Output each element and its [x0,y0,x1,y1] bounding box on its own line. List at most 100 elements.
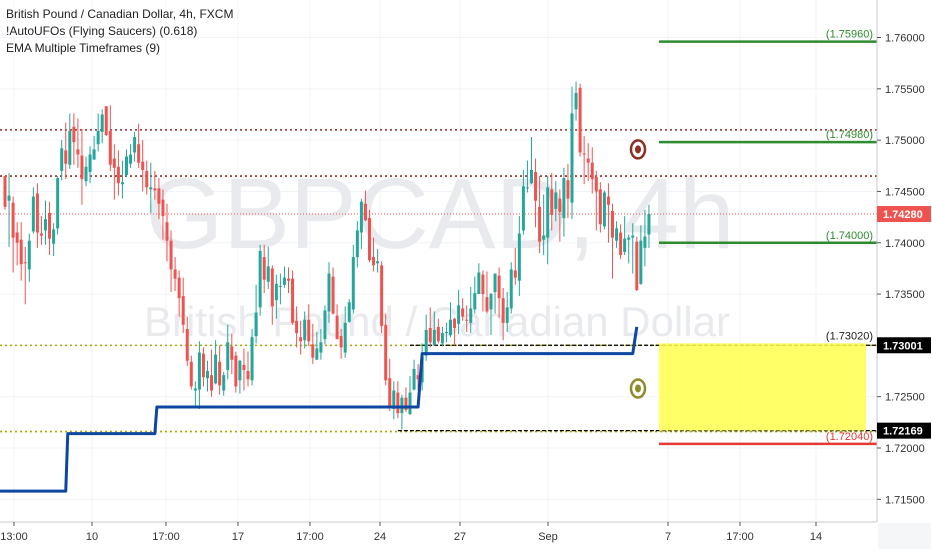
candle-60[interactable] [246,351,250,387]
candle-88[interactable] [359,198,363,249]
candle-90[interactable] [368,209,371,263]
candle-11[interactable] [48,201,52,256]
candle-0[interactable] [3,176,7,210]
candle-114[interactable] [465,305,469,333]
candle-145[interactable] [590,147,594,194]
candle-136[interactable] [554,181,558,222]
candle-3[interactable] [15,222,19,266]
candle-14[interactable] [60,140,64,181]
candle-116[interactable] [473,276,477,314]
candle-100[interactable] [408,376,412,416]
candle-45[interactable] [185,316,189,366]
candle-50[interactable] [206,360,209,392]
candle-78[interactable] [319,328,323,360]
candle-49[interactable] [201,347,205,387]
candle-63[interactable] [258,244,262,316]
candle-105[interactable] [428,307,432,348]
candle-132[interactable] [538,176,542,254]
candle-72[interactable] [295,306,299,348]
candle-111[interactable] [453,317,457,346]
candle-32[interactable] [133,131,137,162]
candle-102[interactable] [416,363,420,390]
candle-23[interactable] [96,113,100,152]
candle-31[interactable] [129,144,133,168]
candle-154[interactable] [627,234,631,264]
candle-67[interactable] [274,274,278,319]
candle-131[interactable] [534,158,538,228]
candle-59[interactable] [242,348,246,391]
candle-75[interactable] [307,304,311,347]
candle-25[interactable] [104,106,108,137]
candle-135[interactable] [550,172,554,231]
candle-82[interactable] [335,304,339,340]
candle-115[interactable] [469,286,473,334]
candle-121[interactable] [493,273,497,314]
candle-29[interactable] [120,160,124,199]
candle-130[interactable] [530,137,533,185]
candle-125[interactable] [509,262,513,314]
candle-4[interactable] [19,222,23,281]
candle-51[interactable] [210,349,214,397]
candle-43[interactable] [177,270,181,317]
candle-94[interactable] [384,313,388,386]
candle-152[interactable] [619,224,623,260]
candle-147[interactable] [598,182,602,233]
candle-137[interactable] [558,189,562,242]
candle-140[interactable] [570,86,574,220]
candle-108[interactable] [440,326,444,347]
candle-83[interactable] [339,328,343,359]
candle-144[interactable] [586,143,590,182]
candle-54[interactable] [222,372,226,396]
candle-12[interactable] [52,223,56,257]
candle-117[interactable] [477,263,481,295]
candle-42[interactable] [173,257,177,291]
candle-33[interactable] [137,123,141,168]
candle-153[interactable] [623,216,627,256]
candle-27[interactable] [112,144,116,200]
candle-156[interactable] [635,236,639,291]
candle-150[interactable] [611,203,614,279]
candle-22[interactable] [92,136,96,160]
candle-57[interactable] [234,351,238,393]
candle-55[interactable] [226,324,230,380]
candle-34[interactable] [141,140,145,192]
candle-36[interactable] [149,162,153,213]
candle-158[interactable] [643,209,647,267]
candle-133[interactable] [542,194,546,256]
candle-46[interactable] [189,355,193,390]
candle-17[interactable] [72,113,76,165]
candle-107[interactable] [436,318,440,344]
candle-87[interactable] [355,221,359,268]
candle-65[interactable] [266,246,270,289]
candle-24[interactable] [100,109,104,144]
candle-92[interactable] [376,248,380,273]
candle-159[interactable] [647,204,651,248]
candle-66[interactable] [270,265,274,325]
candle-127[interactable] [517,216,521,297]
candle-47[interactable] [193,381,197,407]
candle-13[interactable] [56,176,60,235]
candle-96[interactable] [392,381,396,420]
candle-112[interactable] [457,289,461,335]
candle-38[interactable] [157,178,161,220]
candle-39[interactable] [161,189,165,240]
candle-126[interactable] [513,247,517,285]
candle-142[interactable] [578,83,582,157]
candle-119[interactable] [485,271,489,314]
candle-8[interactable] [35,183,39,248]
candle-37[interactable] [153,170,157,200]
candle-5[interactable] [23,246,27,305]
candle-20[interactable] [84,156,88,187]
candle-89[interactable] [363,190,367,222]
candle-18[interactable] [76,118,80,168]
candle-61[interactable] [250,328,254,386]
candle-9[interactable] [39,216,43,245]
candle-97[interactable] [396,381,400,419]
candles[interactable] [3,81,651,430]
candle-123[interactable] [501,287,505,341]
candle-110[interactable] [449,302,452,338]
candle-122[interactable] [497,267,501,318]
candle-138[interactable] [562,167,566,237]
candle-40[interactable] [165,203,169,262]
candle-146[interactable] [594,170,598,231]
